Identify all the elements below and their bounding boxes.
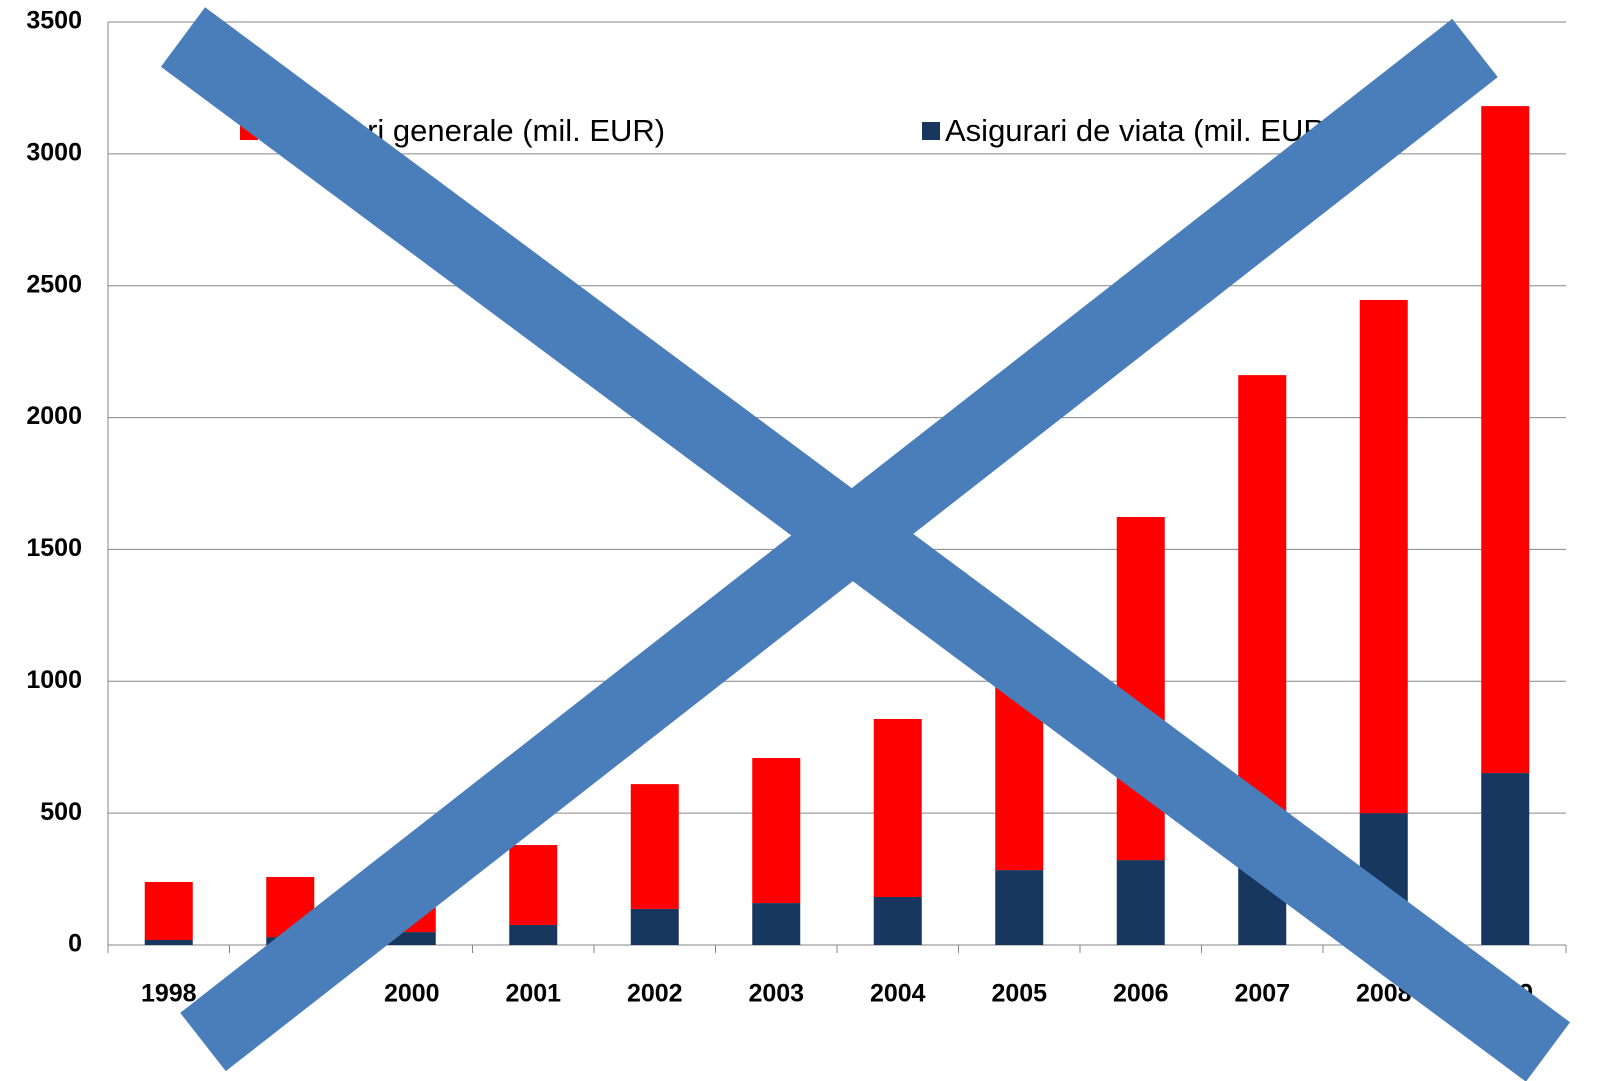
bar-segment	[630, 784, 679, 909]
bar-segment	[509, 845, 558, 925]
x-tick-label: 2002	[627, 980, 683, 1008]
bar-segment	[752, 758, 801, 904]
plot-area: 0500100015002000250030003500199819992000…	[26, 7, 1567, 1008]
cross-stroke	[180, 18, 1498, 1072]
bar-segment	[509, 924, 558, 945]
cross-overlay	[160, 7, 1571, 1081]
y-tick-label: 2000	[26, 402, 82, 430]
y-tick-label: 500	[40, 798, 82, 826]
x-tick-label: 1998	[141, 980, 197, 1008]
bar-segment	[630, 908, 679, 945]
y-tick-label: 3000	[26, 138, 82, 166]
y-tick-label: 2500	[26, 270, 82, 298]
y-tick-label: 1500	[26, 534, 82, 562]
y-tick-label: 0	[68, 930, 82, 958]
bar-segment	[144, 939, 193, 945]
x-tick-label: 2007	[1234, 980, 1290, 1008]
bar-segment	[752, 903, 801, 945]
x-tick-label: 2004	[870, 980, 926, 1008]
bar-segment	[1481, 773, 1530, 945]
bar-segment	[1116, 516, 1165, 861]
legend-label: Asigurari de viata (mil. EUR)	[945, 113, 1336, 148]
bar-segment	[873, 718, 922, 898]
x-tick-label: 2006	[1113, 980, 1169, 1008]
x-tick-label: 2001	[505, 980, 561, 1008]
bar-segment	[144, 881, 193, 940]
x-tick-label: 2003	[748, 980, 804, 1008]
x-tick-label: 2000	[384, 980, 440, 1008]
bar-segment	[387, 932, 436, 945]
x-tick-label: 2005	[991, 980, 1047, 1008]
bar-segment	[873, 897, 922, 945]
bar-segment	[1359, 299, 1408, 814]
bar-segment	[1238, 375, 1287, 845]
bar-segment	[995, 870, 1044, 945]
y-tick-label: 3500	[26, 7, 82, 35]
y-tick-label: 1000	[26, 666, 82, 694]
bar-segment	[1481, 106, 1530, 774]
bar-segment	[1116, 860, 1165, 945]
legend-swatch	[922, 122, 940, 140]
